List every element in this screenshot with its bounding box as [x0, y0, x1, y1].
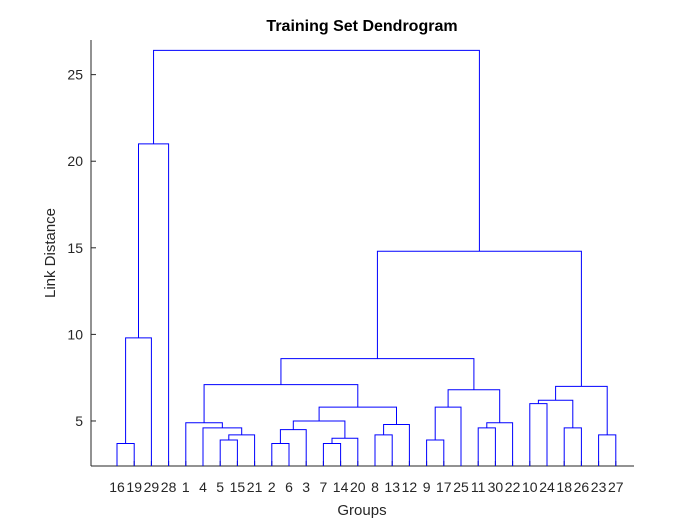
leaf-label-6: 6: [285, 479, 293, 495]
dendrogram-link: [202, 427, 243, 466]
y-axis-label: Link Distance: [42, 208, 59, 298]
dendrogram-link: [563, 427, 582, 466]
dendrogram-link: [322, 442, 342, 466]
leaf-label-24: 24: [539, 479, 555, 495]
leaf-label-12: 12: [402, 479, 418, 495]
dendrogram-links: [116, 49, 617, 466]
dendrogram-link: [477, 427, 496, 466]
leaf-label-7: 7: [320, 479, 328, 495]
leaf-label-4: 4: [199, 479, 207, 495]
dendrogram-link: [537, 399, 574, 428]
y-tick-label: 15: [67, 240, 83, 256]
dendrogram-link: [598, 434, 617, 466]
dendrogram-link: [383, 423, 410, 466]
chart-title: Training Set Dendrogram: [266, 18, 457, 35]
leaf-label-20: 20: [350, 479, 366, 495]
leaf-label-30: 30: [488, 479, 504, 495]
leaf-label-11: 11: [471, 479, 486, 495]
dendrogram-link: [529, 403, 548, 466]
x-axis-label: Groups: [337, 502, 386, 519]
leaf-label-22: 22: [505, 479, 521, 495]
dendrogram-link: [292, 420, 346, 439]
dendrogram-link: [426, 439, 445, 466]
dendrogram-link: [434, 406, 462, 466]
y-tick-label: 25: [67, 67, 83, 83]
dendrogram-link: [271, 442, 290, 466]
leaf-label-15: 15: [230, 479, 246, 495]
leaf-label-5: 5: [216, 479, 224, 495]
leaf-label-13: 13: [384, 479, 400, 495]
leaf-label-3: 3: [302, 479, 310, 495]
y-ticks: 5 10 15 20 25: [67, 67, 96, 429]
dendrogram-link: [185, 422, 223, 466]
leaf-label-2: 2: [268, 479, 276, 495]
dendrogram-link: [280, 358, 475, 390]
axes: [90, 40, 634, 467]
dendrogram-link: [138, 143, 170, 466]
leaf-label-23: 23: [591, 479, 607, 495]
leaf-label-9: 9: [423, 479, 431, 495]
dendrogram-link: [318, 406, 397, 425]
leaf-label-16: 16: [109, 479, 125, 495]
leaf-label-18: 18: [556, 479, 572, 495]
leaf-label-19: 19: [126, 479, 142, 495]
leaf-label-1: 1: [182, 479, 190, 495]
dendrogram-link: [116, 442, 135, 466]
y-tick-label: 10: [67, 326, 83, 342]
dendrogram-link: [374, 434, 393, 466]
dendrogram-link: [486, 422, 514, 466]
leaf-label-25: 25: [453, 479, 469, 495]
dendrogram-link: [228, 434, 256, 466]
y-tick-label: 5: [75, 413, 83, 429]
leaf-label-10: 10: [522, 479, 538, 495]
dendrogram-link: [447, 389, 501, 423]
leaf-label-21: 21: [247, 479, 263, 495]
dendrogram-link: [331, 437, 359, 466]
leaf-label-29: 29: [144, 479, 160, 495]
dendrogram-link: [279, 429, 307, 466]
leaf-labels: 16 19 29 28 1 4 5 15 21 2 6 3 7 14 20 8 13 12 9 17 25 11 30 22 1…: [109, 461, 624, 495]
leaf-label-14: 14: [333, 479, 349, 495]
dendrogram-link: [153, 49, 480, 252]
y-tick-label: 20: [67, 153, 83, 169]
leaf-label-17: 17: [436, 479, 452, 495]
dendrogram-link: [125, 337, 152, 466]
leaf-label-8: 8: [371, 479, 379, 495]
dendrogram-link: [203, 384, 359, 423]
leaf-label-27: 27: [608, 479, 624, 495]
dendrogram-link: [219, 439, 238, 466]
leaf-label-26: 26: [574, 479, 590, 495]
leaf-label-28: 28: [161, 479, 177, 495]
dendrogram-link: [376, 250, 582, 387]
